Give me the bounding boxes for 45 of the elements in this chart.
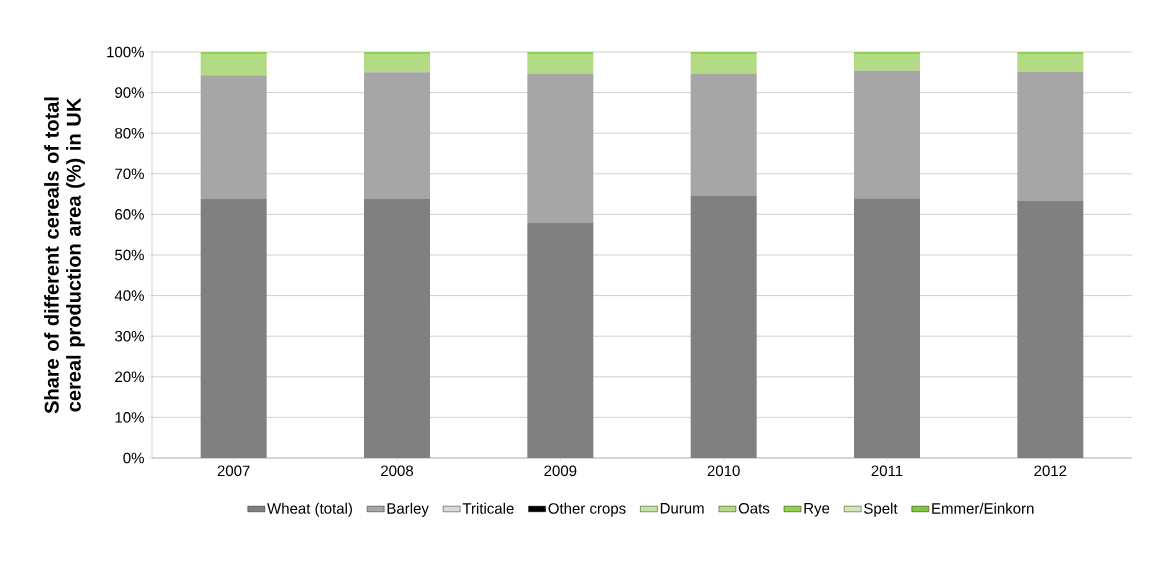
x-tick-label: 2009 [544, 465, 577, 477]
y-tick-label: 20% [115, 371, 144, 383]
y-tick-label: 70% [115, 168, 144, 180]
y-axis-title: Share of different cereals of total cereal production area (%) in UK [44, 97, 85, 414]
bar [200, 51, 267, 55]
legend-label: Triticale [462, 502, 514, 514]
bar [200, 54, 267, 76]
bar [364, 51, 431, 55]
x-tick-label: 2012 [1034, 465, 1067, 477]
x-tick-label: 2008 [381, 465, 414, 477]
bar [690, 73, 757, 197]
bar [200, 75, 267, 199]
legend-label: Wheat (total) [267, 502, 352, 517]
legend-label: Durum [660, 503, 704, 514]
y-tick-label: 100% [107, 46, 144, 58]
y-tick-label: 60% [115, 209, 144, 220]
bar [690, 54, 757, 74]
legend-label: Emmer/Einkorn [932, 502, 1034, 514]
x-tick-label: 2011 [871, 465, 903, 477]
bar [854, 54, 920, 71]
bar [364, 54, 431, 73]
legend-label: Other crops [548, 502, 626, 517]
y-tick-label: 30% [115, 330, 144, 342]
legend-label: Barley [387, 502, 429, 517]
legend-label: Rye [804, 503, 830, 517]
bar [1017, 71, 1084, 201]
bar [364, 72, 431, 199]
bar [1017, 54, 1084, 72]
bar [527, 54, 594, 74]
y-tick-label: 80% [115, 127, 144, 139]
legend-label: Spelt [864, 502, 898, 517]
bar [1017, 51, 1084, 55]
bar [527, 73, 594, 223]
bar [854, 70, 920, 199]
y-tick-label: 90% [115, 87, 144, 98]
y-tick-label: 50% [115, 249, 144, 261]
y-tick-label: 40% [114, 290, 144, 301]
x-tick-label: 2007 [217, 465, 250, 477]
y-tick-label: 0% [123, 452, 144, 464]
bar [527, 51, 594, 55]
legend-label: Oats [738, 502, 770, 514]
bar [854, 51, 920, 55]
bar [690, 51, 757, 55]
x-tick-label: 2010 [707, 465, 740, 477]
y-tick-label: 10% [115, 412, 144, 423]
